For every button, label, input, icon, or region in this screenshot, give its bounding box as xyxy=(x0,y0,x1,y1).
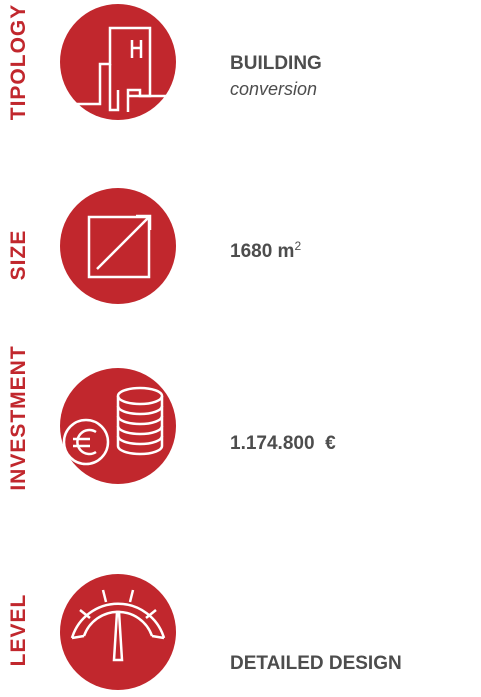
row-title: BUILDING xyxy=(230,53,322,74)
row-title: DETAILED DESIGN xyxy=(230,653,402,674)
icon-circle xyxy=(60,574,176,690)
size-icon xyxy=(87,214,152,279)
icon-circle xyxy=(60,188,176,304)
investment-icon xyxy=(62,386,164,466)
row-title: 1.174.800 € xyxy=(230,433,336,454)
row-label: SIZE xyxy=(7,230,30,281)
building-icon xyxy=(60,26,178,112)
row-label: TIPOLOGY xyxy=(7,4,30,121)
gauge-icon xyxy=(70,589,166,662)
row-title: 1680 m2 xyxy=(230,239,301,262)
superscript: 2 xyxy=(294,239,301,253)
icon-circle xyxy=(60,4,176,120)
size-value: 1680 m xyxy=(230,241,294,262)
row-label: LEVEL xyxy=(7,594,30,667)
row-label: INVESTMENT xyxy=(7,345,30,490)
row-subtitle: conversion xyxy=(230,79,317,99)
